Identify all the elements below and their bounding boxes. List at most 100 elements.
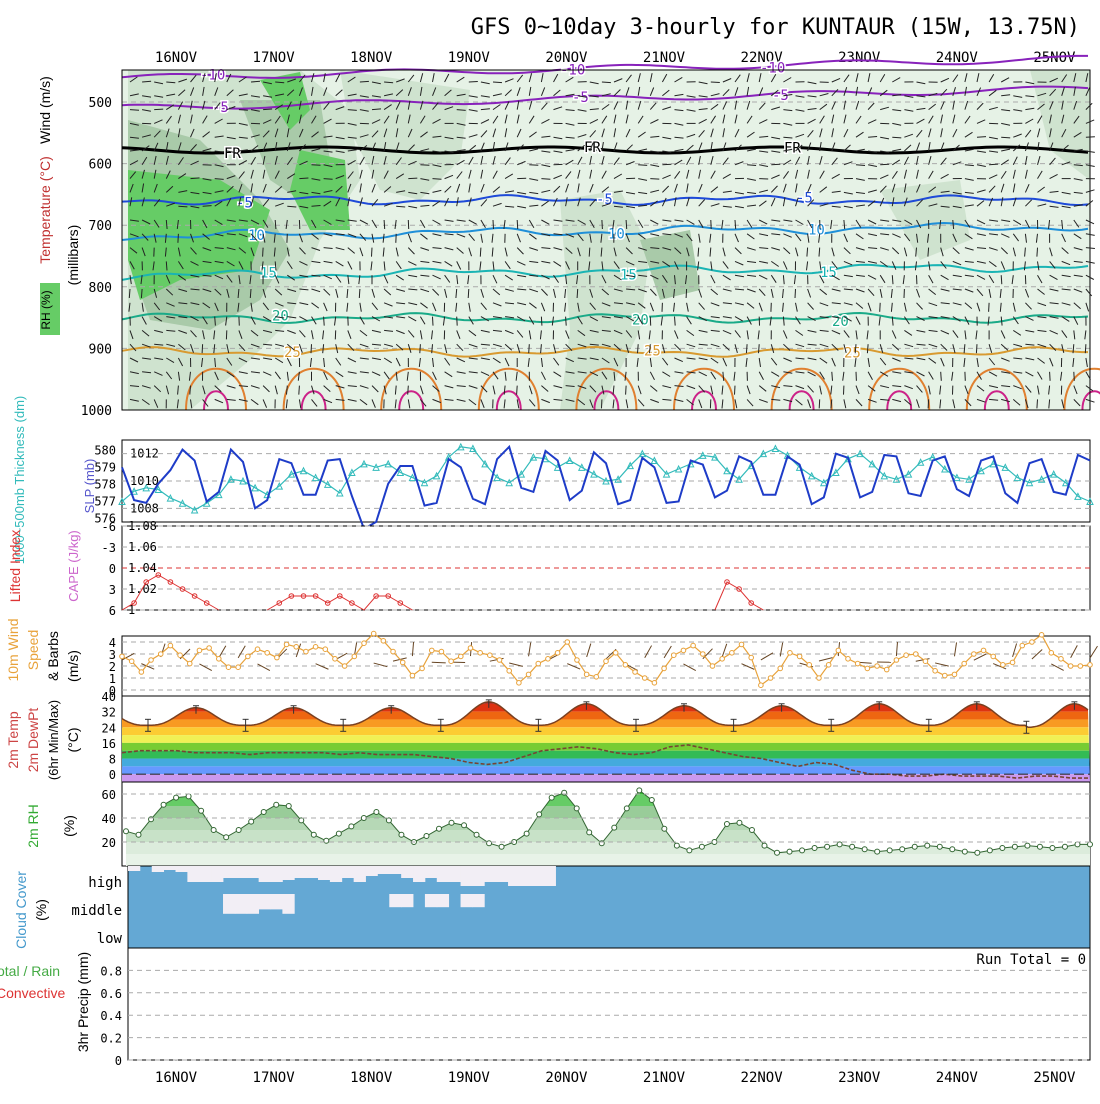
wind-barb: [928, 399, 929, 408]
wind10-speed-point: [904, 653, 909, 658]
wind10-speed-point: [158, 652, 163, 657]
pressure-tick: 700: [89, 219, 112, 234]
wind-barb: [130, 110, 139, 111]
rh2m-point: [587, 830, 592, 835]
wind10-speed-point: [681, 648, 686, 653]
pressure-tick: 500: [89, 96, 112, 111]
wind-barb: [686, 289, 687, 298]
wind-barb: [360, 81, 369, 82]
rh2m-tick: 40: [102, 812, 116, 826]
wind-barb: [989, 303, 990, 312]
date-label-bottom: 23NOV: [838, 1070, 881, 1086]
wind-barb: [324, 179, 333, 180]
wind10-speed-point: [633, 670, 638, 675]
date-label-bottom: 18NOV: [350, 1070, 393, 1086]
wind-barb: [250, 289, 251, 298]
wind10-speed-point: [749, 655, 754, 660]
wind-barb: [384, 82, 393, 83]
wind-barb: [1037, 399, 1038, 408]
rh2m-point: [149, 817, 154, 822]
wind-barb: [638, 165, 647, 166]
cloud-mid-gap: [235, 894, 247, 914]
wind-barb: [976, 344, 977, 353]
ylabel-convective: Convective: [0, 985, 65, 1001]
rh2m-point: [211, 828, 216, 833]
cape-tick: 1.06: [128, 540, 157, 554]
cloud-high-gap: [235, 866, 247, 878]
temp2m-tick: 16: [102, 737, 116, 751]
rh2m-point: [637, 788, 642, 793]
ylabel-temp-units: (°C): [65, 727, 81, 752]
wind-barb: [675, 317, 676, 326]
wind10-speed-point: [1068, 664, 1073, 669]
wind-barb: [1086, 137, 1095, 138]
wind-barb: [795, 289, 796, 298]
wind10-speed-point: [488, 653, 493, 658]
cloud-high-gap: [306, 866, 318, 878]
cloud-high-gap: [247, 866, 259, 878]
rh2m-point: [537, 812, 542, 817]
precip-tick: 0: [115, 1054, 122, 1068]
wind-barb: [263, 109, 272, 110]
rh2m-point: [812, 846, 817, 851]
wind-barb: [141, 289, 142, 298]
ylabel-2m-temp: 2m Temp: [5, 711, 21, 769]
li-tick: -3: [102, 541, 116, 555]
wind10-speed-point: [410, 673, 415, 678]
wind-barb: [989, 164, 998, 165]
rh2m-point: [1062, 844, 1067, 849]
wind10-speed-point: [855, 661, 860, 666]
wind-barb: [299, 178, 308, 179]
wind10-speed-point: [1020, 643, 1025, 648]
date-label-bottom: 25NOV: [1033, 1070, 1076, 1086]
wind10-speed-point: [613, 651, 618, 656]
wind-barb: [867, 344, 868, 353]
wind10-speed-point: [236, 665, 241, 670]
wind-barb: [892, 275, 893, 284]
wind-barb: [359, 289, 360, 298]
cloud-mid-gap: [247, 894, 259, 914]
rh2m-point: [1000, 846, 1005, 851]
rh2m-tick: 20: [102, 836, 116, 850]
rh2m-point: [787, 849, 792, 854]
rh2m-point: [800, 848, 805, 853]
wind10-speed-point: [710, 664, 715, 669]
wind10-speed-point: [517, 681, 522, 686]
wind-barb: [263, 248, 264, 257]
wind10-speed-point: [333, 657, 338, 662]
rh2m-point: [161, 802, 166, 807]
date-label-top: 18NOV: [350, 50, 393, 66]
rh2m-point: [487, 841, 492, 846]
rh2m-point: [624, 806, 629, 811]
cloud-level-label: middle: [71, 903, 122, 919]
wind10-speed-point: [313, 645, 318, 650]
cloud-mid-gap: [282, 894, 294, 914]
precip-tick: 0.8: [100, 964, 122, 978]
wind-barb: [941, 372, 942, 381]
cloud-high-gap: [318, 866, 330, 880]
wind10-speed-point: [187, 661, 192, 666]
wind10-speed-point: [149, 658, 154, 663]
ylabel-wind: Wind (m/s): [37, 76, 53, 144]
thickness-tick: 578: [94, 477, 116, 491]
rh2m-point: [612, 825, 617, 830]
ylabel-speed: Speed: [25, 630, 41, 670]
rh2m-point: [599, 841, 604, 846]
wind10-speed-point: [604, 659, 609, 664]
ylabel-lifted-index: Lifted Index: [7, 530, 23, 602]
wind10-speed-point: [168, 643, 173, 648]
rh2m-point: [224, 835, 229, 840]
wind-barb: [566, 317, 567, 326]
wind-barb: [529, 344, 530, 353]
rh2m-point: [850, 844, 855, 849]
rh2m-point: [1050, 846, 1055, 851]
precip-tick: 0.6: [100, 987, 122, 1001]
temp-band: [122, 766, 1090, 774]
wind-barb: [420, 165, 429, 166]
wind-barb: [154, 109, 163, 110]
isotherm-label: 25: [844, 345, 861, 361]
ylabel-rh-units: (%): [61, 815, 77, 837]
ylabel-rh: RH (%): [39, 290, 53, 329]
